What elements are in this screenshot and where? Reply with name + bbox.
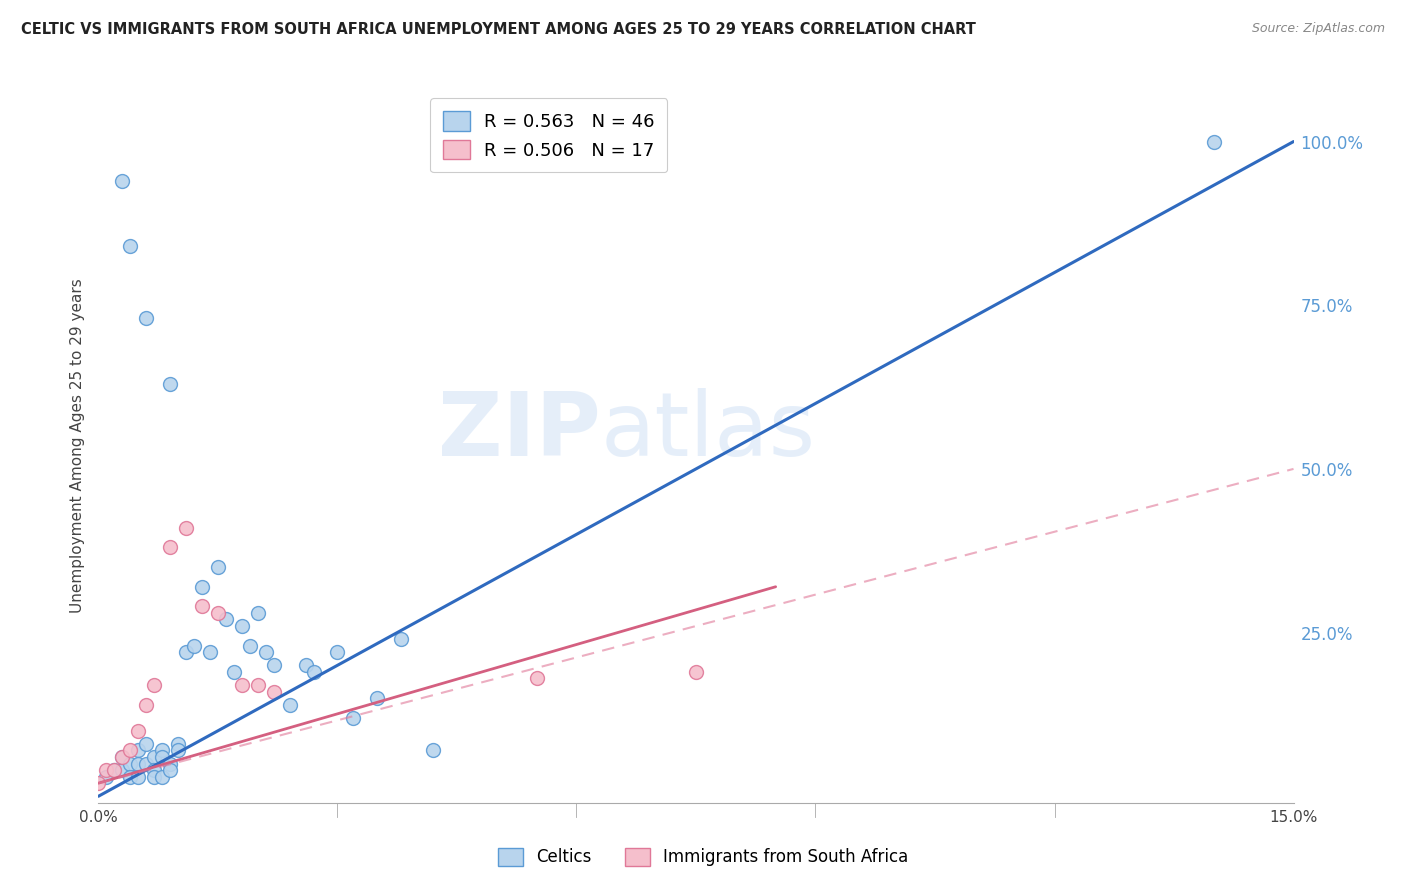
Text: atlas: atlas (600, 388, 815, 475)
Point (159, 541, 181, 555)
Point (150, 750, 173, 764)
Point (231, 678, 253, 692)
Point (207, 606, 229, 620)
Point (167, 737, 190, 751)
Point (150, 743, 173, 757)
Point (127, 723, 149, 738)
Point (389, 632, 412, 647)
Point (111, 750, 134, 764)
Point (1202, 135, 1225, 149)
Point (143, 763, 166, 777)
Point (302, 665, 325, 679)
Point (111, 174, 134, 188)
Point (342, 711, 364, 725)
Point (159, 756, 181, 771)
Point (366, 691, 388, 706)
Point (103, 763, 125, 777)
Point (111, 750, 134, 764)
Point (127, 756, 149, 771)
Point (135, 698, 157, 712)
Point (143, 770, 166, 784)
Text: Source: ZipAtlas.com: Source: ZipAtlas.com (1251, 22, 1385, 36)
Legend: R = 0.563   N = 46, R = 0.506   N = 17: R = 0.563 N = 46, R = 0.506 N = 17 (430, 98, 668, 172)
Point (87, 776, 110, 790)
Point (207, 560, 229, 574)
Point (103, 763, 125, 777)
Point (96, 770, 118, 784)
Point (120, 770, 142, 784)
Point (263, 658, 285, 673)
Point (174, 521, 197, 535)
Point (526, 672, 548, 686)
Point (294, 658, 316, 673)
Point (111, 763, 134, 777)
Y-axis label: Unemployment Among Ages 25 to 29 years: Unemployment Among Ages 25 to 29 years (69, 278, 84, 614)
Text: ZIP: ZIP (437, 388, 600, 475)
Point (143, 750, 166, 764)
Point (135, 311, 157, 326)
Point (159, 763, 181, 777)
Point (239, 639, 262, 653)
Point (263, 684, 285, 698)
Point (422, 743, 444, 757)
Point (135, 737, 157, 751)
Point (96, 763, 118, 777)
Point (159, 376, 181, 391)
Point (120, 239, 142, 253)
Point (246, 606, 269, 620)
Point (254, 645, 277, 659)
Point (191, 599, 214, 614)
Point (143, 678, 166, 692)
Point (246, 678, 269, 692)
Point (120, 756, 142, 771)
Point (150, 770, 173, 784)
Point (222, 665, 245, 679)
Legend: Celtics, Immigrants from South Africa: Celtics, Immigrants from South Africa (489, 839, 917, 875)
Point (231, 619, 253, 633)
Point (191, 580, 214, 594)
Point (127, 770, 149, 784)
Point (198, 645, 221, 659)
Point (278, 698, 301, 712)
Point (120, 743, 142, 757)
Point (174, 645, 197, 659)
Point (215, 612, 238, 626)
Text: CELTIC VS IMMIGRANTS FROM SOUTH AFRICA UNEMPLOYMENT AMONG AGES 25 TO 29 YEARS CO: CELTIC VS IMMIGRANTS FROM SOUTH AFRICA U… (21, 22, 976, 37)
Point (326, 645, 349, 659)
Point (135, 756, 157, 771)
Point (127, 743, 149, 757)
Point (685, 665, 707, 679)
Point (167, 743, 190, 757)
Point (183, 639, 205, 653)
